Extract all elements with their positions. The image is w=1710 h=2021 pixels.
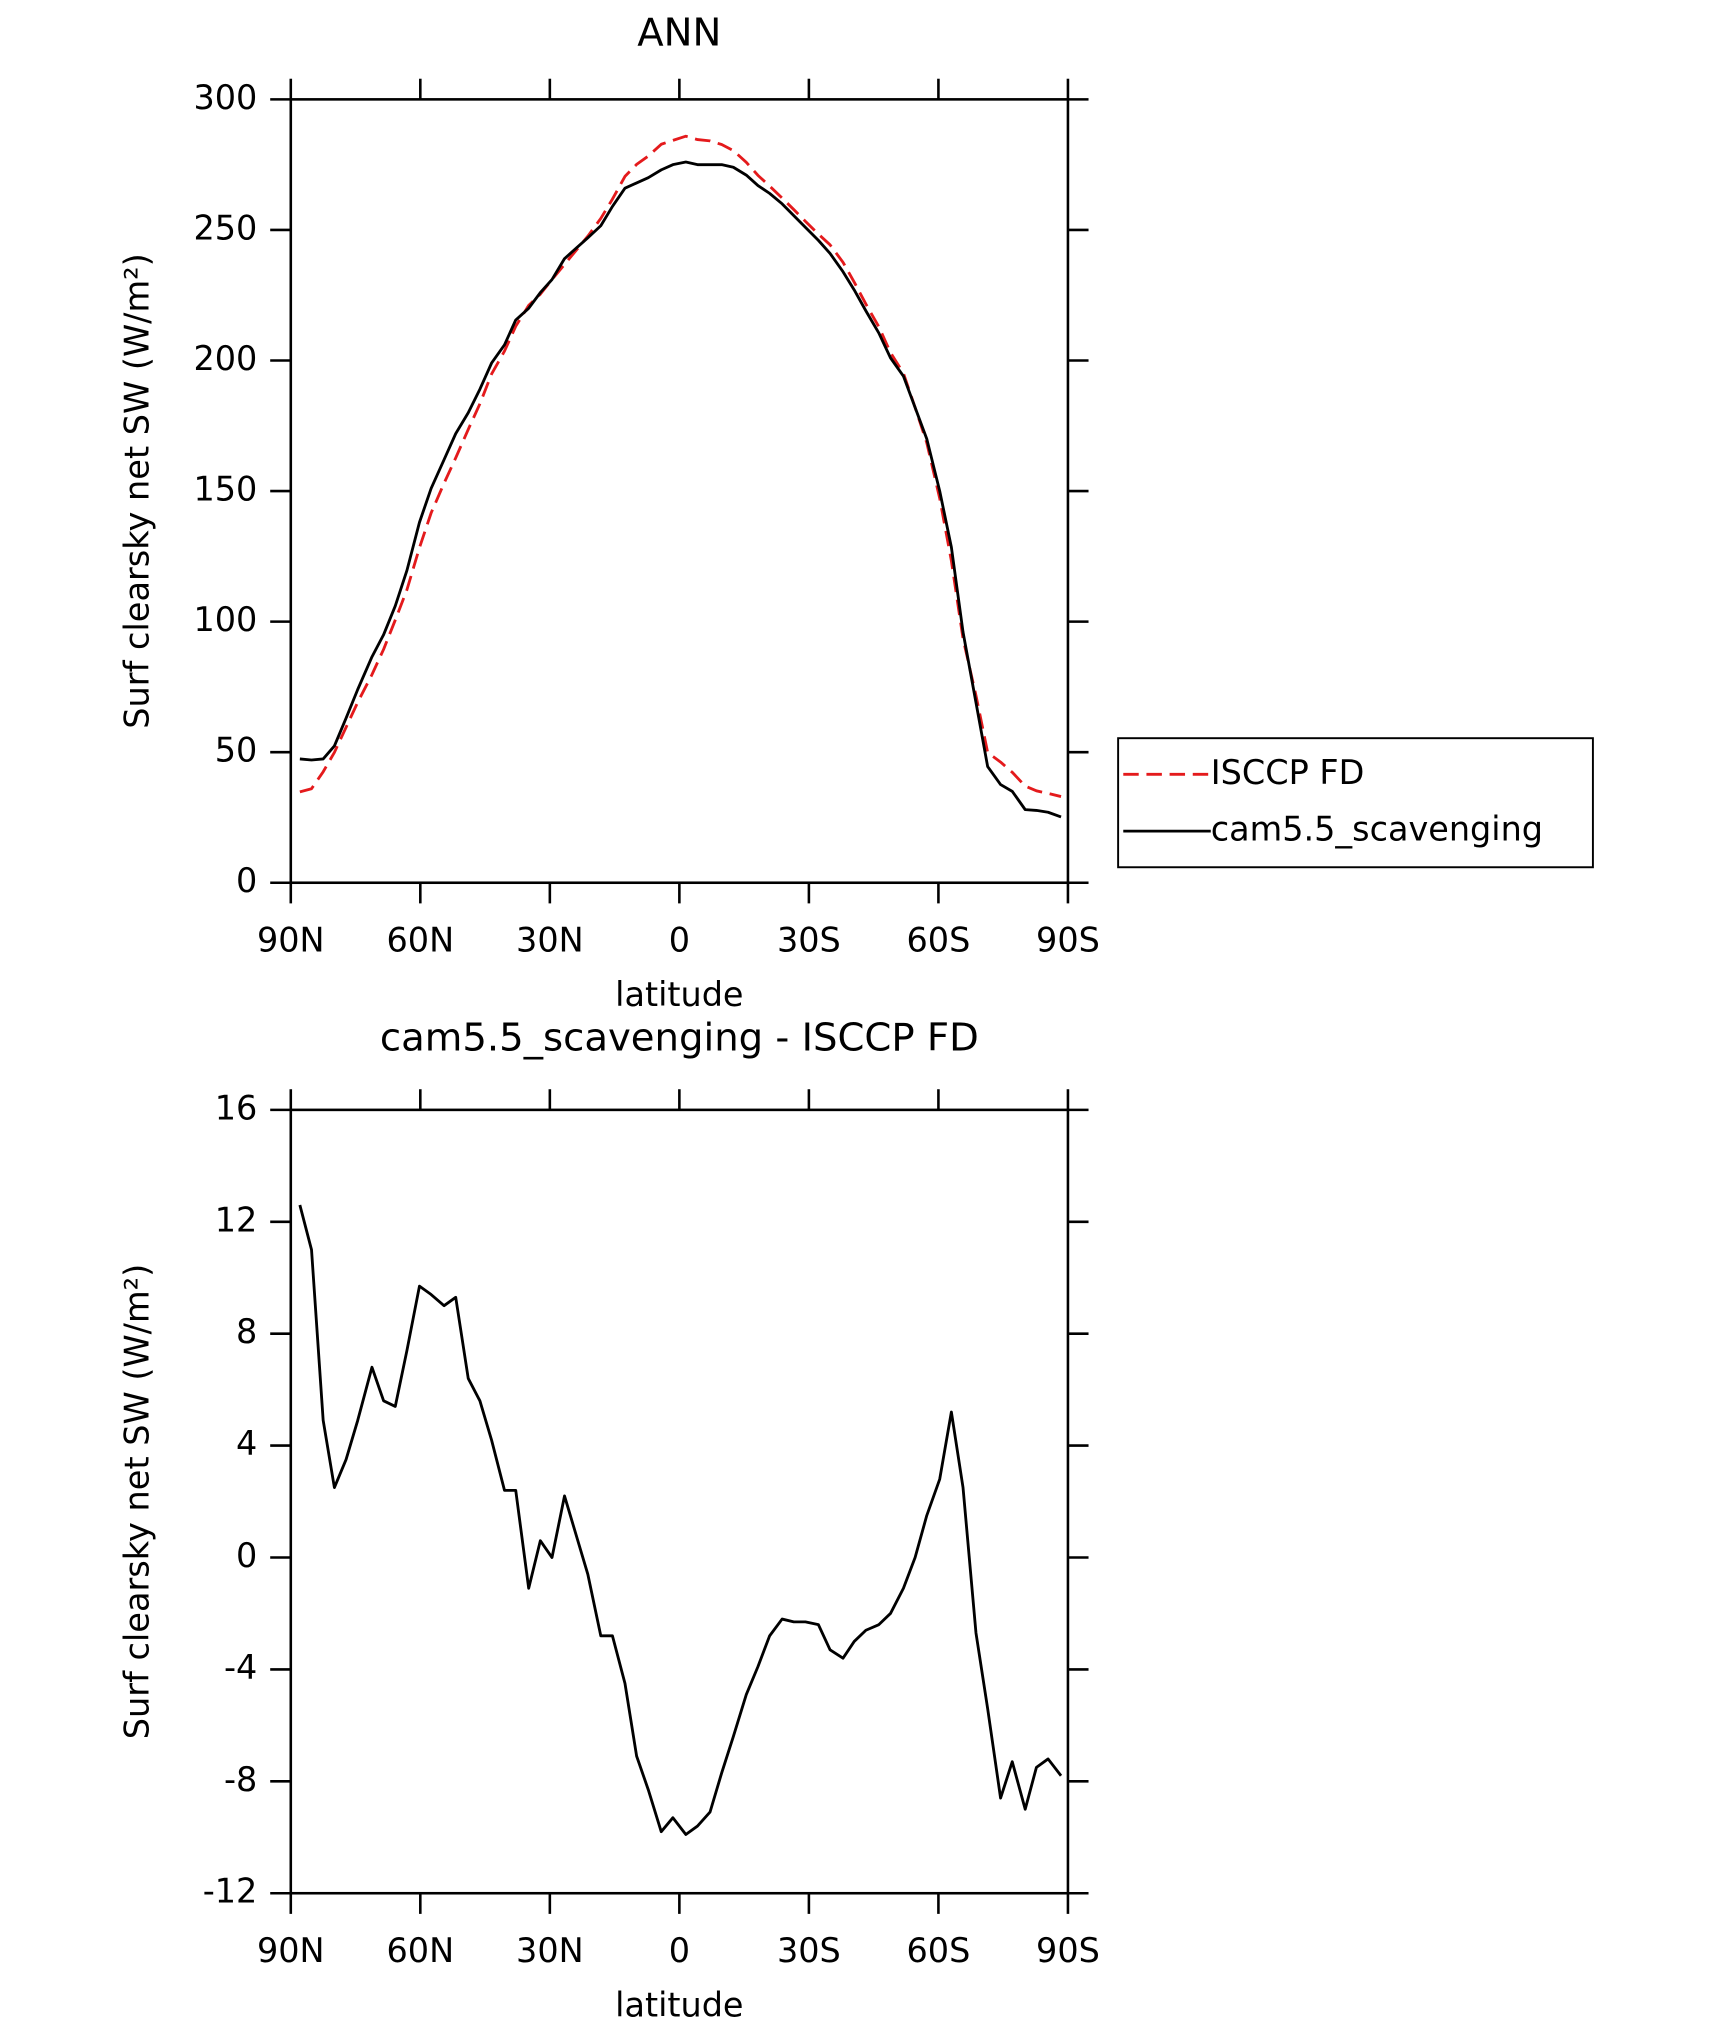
y-axis-label: Surf clearsky net SW (W/m²) <box>117 1264 156 1739</box>
data-line <box>299 160 1062 819</box>
x-tick-label: 30S <box>777 921 841 960</box>
y-tick-label: -4 <box>224 1648 257 1687</box>
x-tick-label: 90S <box>1036 921 1100 960</box>
x-tick-label: 60S <box>907 921 971 960</box>
y-tick-label: -8 <box>224 1760 257 1799</box>
y-tick-label: 250 <box>193 208 257 247</box>
data-line <box>298 1204 1063 1836</box>
legend-label: cam5.5_scavenging <box>1211 810 1543 849</box>
y-tick-label: 16 <box>215 1088 258 1127</box>
y-tick-label: 150 <box>193 470 257 509</box>
y-tick-label: 0 <box>236 1536 257 1575</box>
x-tick-label: 60N <box>387 1931 455 1970</box>
y-tick-label: 0 <box>236 861 257 900</box>
x-tick-label: 30N <box>516 1931 584 1970</box>
chart-title: cam5.5_scavenging - ISCCP FD <box>380 1016 979 1061</box>
y-tick-label: -12 <box>203 1872 258 1911</box>
data-line <box>299 134 1062 798</box>
x-tick-label: 0 <box>669 1931 690 1970</box>
y-tick-label: 8 <box>236 1312 257 1351</box>
y-tick-label: 200 <box>193 339 257 378</box>
chart-title: ANN <box>637 10 721 55</box>
x-tick-label: 60N <box>387 921 455 960</box>
y-tick-label: 50 <box>215 731 258 770</box>
x-tick-label: 60S <box>907 1931 971 1970</box>
legend-box <box>1117 737 1594 869</box>
y-tick-label: 300 <box>193 78 257 117</box>
legend-label: ISCCP FD <box>1211 753 1365 792</box>
x-tick-label: 30S <box>777 1931 841 1970</box>
y-tick-label: 100 <box>193 600 257 639</box>
y-tick-label: 4 <box>236 1424 257 1463</box>
plot-frame <box>289 1108 1070 1895</box>
plot-frame <box>289 98 1070 885</box>
x-axis-label: latitude <box>615 1985 743 2021</box>
x-axis-label: latitude <box>615 975 743 1014</box>
x-tick-label: 30N <box>516 921 584 960</box>
x-tick-label: 0 <box>669 921 690 960</box>
y-axis-label: Surf clearsky net SW (W/m²) <box>117 253 156 728</box>
x-tick-label: 90N <box>257 1931 325 1970</box>
y-tick-label: 12 <box>215 1200 258 1239</box>
x-tick-label: 90N <box>257 921 325 960</box>
x-tick-label: 90S <box>1036 1931 1100 1970</box>
